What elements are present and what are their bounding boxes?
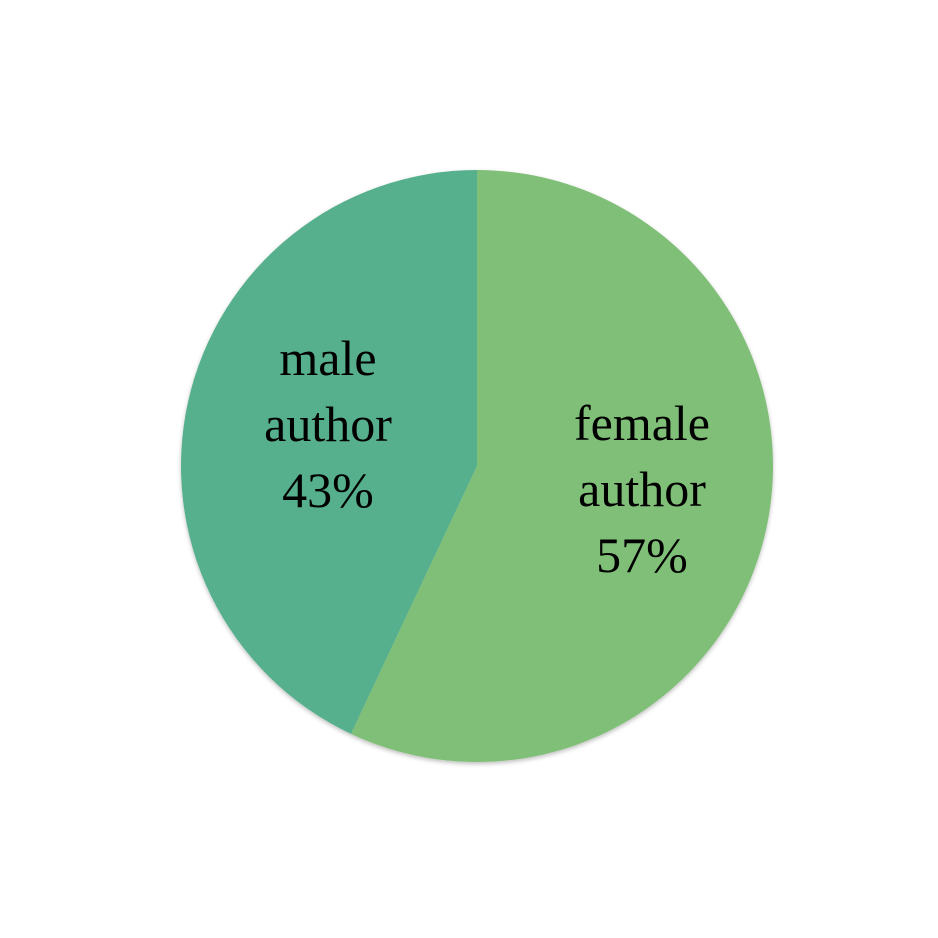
slice-label-male-line3: 43% (282, 462, 374, 518)
slice-label-female-line2: author (578, 461, 706, 517)
pie-labels: female author 57% male author 43% (264, 330, 710, 583)
pie-slices (181, 170, 773, 763)
slice-label-female-line1: female (574, 395, 710, 451)
slice-label-male-line1: male (279, 330, 376, 386)
pie-slice-male (181, 170, 478, 734)
slice-label-male-line2: author (264, 396, 392, 452)
pie-slice-female (350, 170, 773, 763)
slice-label-female-line3: 57% (596, 527, 688, 583)
